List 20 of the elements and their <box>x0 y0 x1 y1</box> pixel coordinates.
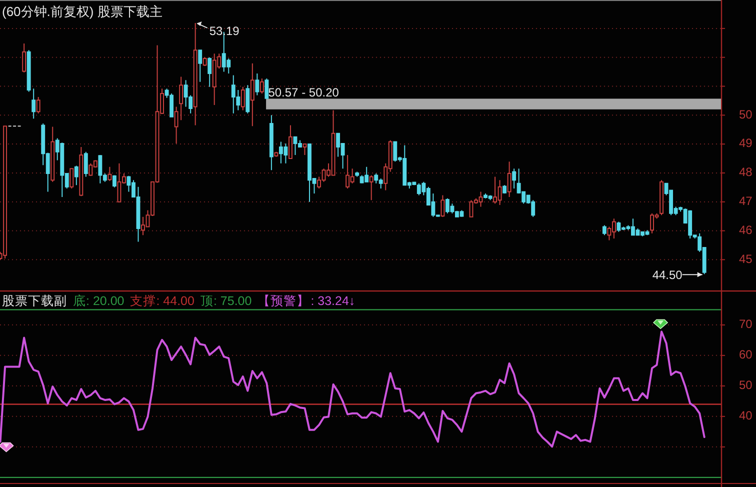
y-tick-label: 47 <box>739 194 753 208</box>
chart-title: 股票下载副 <box>2 294 67 308</box>
y-tick-label: 49 <box>739 136 753 150</box>
ref-line-label: 底: 20.00 <box>73 294 124 308</box>
y-tick-label: 50 <box>739 378 753 392</box>
annotation: 53.19 <box>209 24 240 38</box>
ref-line-label: 顶: 75.00 <box>200 294 252 308</box>
y-tick-label: 40 <box>739 408 753 423</box>
y-tick-label: 60 <box>739 348 753 362</box>
text: 【预警】 <box>258 294 310 308</box>
band-label: 50.57 - 50.20 <box>268 86 340 100</box>
ref-line-label: 支撑: 44.00 <box>130 294 195 308</box>
y-tick-label: 50 <box>739 107 753 122</box>
y-tick-label: 45 <box>739 252 753 266</box>
y-tick-label: 48 <box>739 165 753 180</box>
y-tick-label: 46 <box>739 222 753 237</box>
chart-title: (60分钟.前复权) 股票下载主 <box>2 4 162 19</box>
y-tick-label: 70 <box>739 317 753 332</box>
annotation: : 33.24↓ <box>310 294 356 308</box>
annotation: 44.50 <box>652 268 683 282</box>
